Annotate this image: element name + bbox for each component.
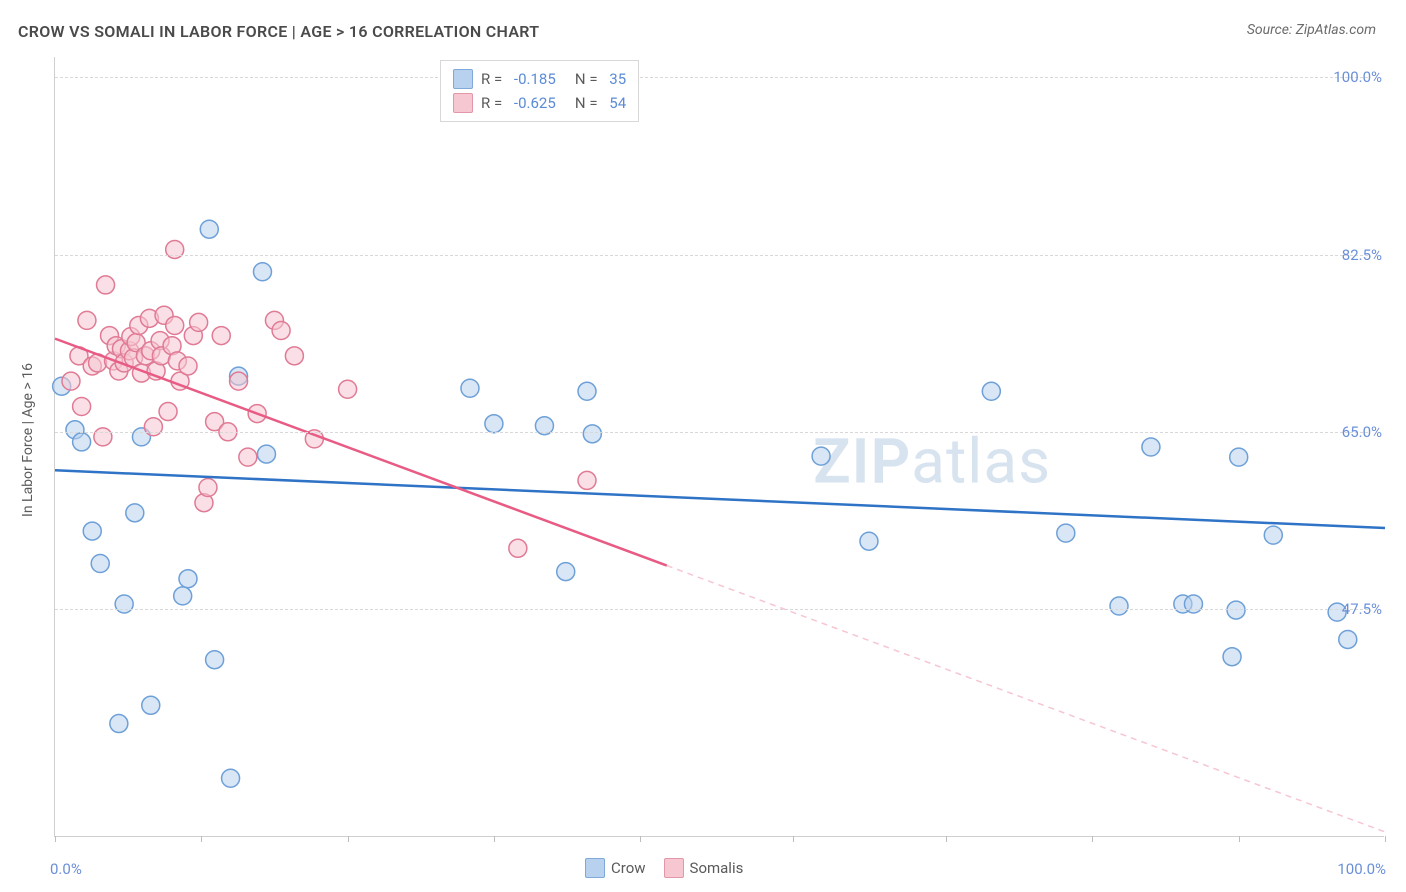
data-point: [285, 347, 303, 365]
x-tick: [640, 836, 641, 842]
x-tick: [1239, 836, 1240, 842]
data-point: [339, 380, 357, 398]
legend-swatch: [585, 858, 605, 878]
legend-swatch: [664, 858, 684, 878]
legend-series-item: Crow: [585, 858, 646, 878]
legend-r-value: -0.625: [514, 94, 556, 112]
legend-series-label: Crow: [611, 859, 646, 877]
y-tick-label: 100.0%: [1333, 68, 1382, 86]
legend-n-value: 54: [609, 94, 626, 112]
legend-r-label: R =: [481, 94, 506, 112]
data-point: [253, 263, 271, 281]
trend-line: [55, 470, 1385, 528]
data-point: [812, 447, 830, 465]
data-point: [110, 715, 128, 733]
gridline: [55, 77, 1368, 78]
data-point: [578, 382, 596, 400]
data-point: [461, 379, 479, 397]
scatter-svg: [55, 57, 1384, 836]
data-point: [166, 316, 184, 334]
x-tick: [494, 836, 495, 842]
data-point: [206, 651, 224, 669]
data-point: [91, 554, 109, 572]
data-point: [97, 276, 115, 294]
trend-line-solid: [55, 339, 667, 566]
data-point: [1227, 601, 1245, 619]
data-point: [257, 445, 275, 463]
data-point: [1230, 448, 1248, 466]
x-tick: [1092, 836, 1093, 842]
legend-stats-row: R = -0.625 N = 54: [453, 91, 626, 115]
data-point: [190, 313, 208, 331]
data-point: [73, 433, 91, 451]
y-tick-label: 65.0%: [1342, 423, 1382, 441]
chart-plot-area: ZIPatlas 47.5%65.0%82.5%100.0%: [54, 57, 1384, 837]
chart-source: Source: ZipAtlas.com: [1247, 22, 1376, 38]
data-point: [1339, 630, 1357, 648]
data-point: [94, 428, 112, 446]
data-point: [83, 522, 101, 540]
data-point: [174, 587, 192, 605]
data-point: [78, 311, 96, 329]
data-point: [73, 397, 91, 415]
legend-series-label: Somalis: [690, 859, 744, 877]
legend-n-label: N =: [564, 94, 602, 112]
gridline: [55, 609, 1368, 610]
data-point: [199, 479, 217, 497]
legend-n-label: N =: [564, 70, 602, 88]
data-point: [179, 570, 197, 588]
data-point: [126, 504, 144, 522]
data-point: [557, 563, 575, 581]
legend-n-value: 35: [609, 70, 626, 88]
data-point: [485, 415, 503, 433]
data-point: [1142, 438, 1160, 456]
data-point: [239, 448, 257, 466]
data-point: [272, 322, 290, 340]
data-point: [1184, 595, 1202, 613]
data-point: [200, 220, 218, 238]
y-tick-label: 82.5%: [1342, 246, 1382, 264]
data-point: [179, 357, 197, 375]
legend-series-item: Somalis: [664, 858, 744, 878]
data-point: [583, 425, 601, 443]
x-tick: [348, 836, 349, 842]
x-tick: [793, 836, 794, 842]
data-point: [982, 382, 1000, 400]
legend-swatch: [453, 93, 473, 113]
y-tick-label: 47.5%: [1342, 600, 1382, 618]
data-point: [144, 418, 162, 436]
gridline: [55, 432, 1368, 433]
legend-r-value: -0.185: [514, 70, 556, 88]
legend-swatch: [453, 69, 473, 89]
data-point: [166, 240, 184, 258]
data-point: [212, 327, 230, 345]
x-tick: [946, 836, 947, 842]
data-point: [142, 696, 160, 714]
x-tick: [201, 836, 202, 842]
legend-stats-row: R = -0.185 N = 35: [453, 67, 626, 91]
data-point: [578, 471, 596, 489]
data-point: [1057, 524, 1075, 542]
data-point: [1223, 648, 1241, 666]
data-point: [1264, 526, 1282, 544]
data-point: [159, 403, 177, 421]
x-axis-max-label: 100.0%: [1337, 860, 1386, 878]
data-point: [1110, 597, 1128, 615]
data-point: [62, 372, 80, 390]
x-tick: [55, 836, 56, 842]
data-point: [509, 539, 527, 557]
legend-r-label: R =: [481, 70, 506, 88]
legend-series: Crow Somalis: [585, 858, 743, 878]
data-point: [222, 769, 240, 787]
gridline: [55, 255, 1368, 256]
legend-stats: R = -0.185 N = 35R = -0.625 N = 54: [440, 60, 639, 122]
y-axis-label: In Labor Force | Age > 16: [20, 363, 36, 517]
data-point: [860, 532, 878, 550]
x-axis-min-label: 0.0%: [50, 860, 82, 878]
data-point: [230, 372, 248, 390]
trend-line-dashed: [667, 566, 1385, 832]
x-tick: [1385, 836, 1386, 842]
data-point: [115, 595, 133, 613]
chart-title: CROW VS SOMALI IN LABOR FORCE | AGE > 16…: [18, 22, 539, 41]
